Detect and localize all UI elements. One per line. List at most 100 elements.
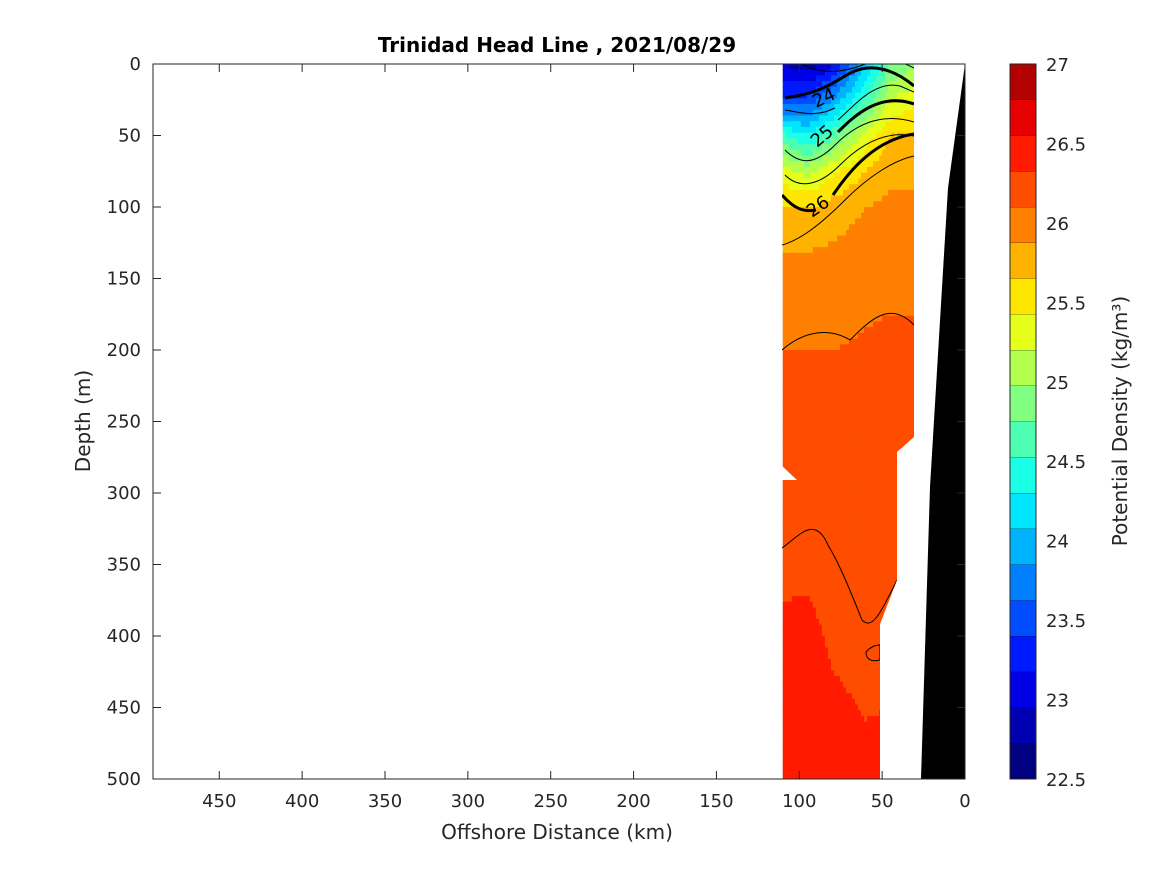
density-cell	[867, 304, 871, 311]
density-cell	[794, 521, 799, 528]
density-cell	[791, 75, 796, 82]
density-cell	[830, 207, 835, 214]
density-cell	[782, 636, 787, 643]
density-cell	[815, 75, 820, 82]
density-cell	[821, 104, 826, 111]
density-cell	[821, 681, 826, 689]
density-cell	[879, 538, 883, 546]
density-cell	[821, 761, 826, 769]
density-cell	[861, 178, 865, 185]
density-cell	[849, 372, 853, 380]
density-cell	[852, 538, 856, 546]
density-cell	[885, 298, 889, 305]
density-cell	[827, 298, 832, 305]
density-cell	[867, 767, 871, 774]
density-cell	[785, 561, 790, 568]
density-cell	[791, 493, 796, 500]
density-cell	[861, 350, 865, 357]
density-cell	[788, 687, 793, 694]
density-cell	[879, 555, 883, 563]
density-cell	[870, 161, 874, 168]
density-cell	[818, 452, 823, 460]
density-cell	[849, 555, 853, 563]
density-cell	[797, 252, 802, 260]
density-cell	[800, 361, 805, 368]
density-cell	[809, 172, 814, 179]
density-cell	[782, 584, 787, 591]
density-cell	[876, 275, 880, 282]
density-cell	[845, 212, 850, 220]
density-cell	[861, 647, 865, 654]
density-cell	[858, 756, 862, 763]
density-cell	[861, 372, 865, 380]
density-cell	[879, 601, 883, 608]
density-cell	[870, 155, 874, 162]
density-cell	[836, 149, 841, 157]
density-cell	[891, 241, 895, 248]
density-cell	[888, 287, 892, 294]
density-cell	[861, 630, 865, 637]
density-cell	[812, 350, 817, 357]
density-cell	[788, 138, 793, 145]
density-cell	[815, 401, 820, 408]
density-cell	[800, 69, 805, 77]
density-cell	[833, 98, 838, 105]
density-cell	[855, 292, 859, 300]
density-cell	[824, 75, 829, 82]
density-cell	[815, 756, 820, 763]
density-cell	[849, 344, 853, 351]
density-cell	[888, 247, 892, 254]
density-cell	[845, 555, 850, 563]
density-cell	[855, 332, 859, 340]
density-cell	[785, 555, 790, 563]
density-cell	[897, 304, 901, 311]
density-cell	[855, 704, 859, 711]
density-cell	[785, 533, 790, 540]
density-cell	[864, 595, 868, 603]
density-cell	[870, 578, 874, 586]
density-cell	[864, 430, 868, 437]
density-cell	[855, 721, 859, 729]
density-cell	[785, 601, 790, 608]
density-cell	[812, 710, 817, 717]
density-cell	[849, 430, 853, 437]
density-cell	[788, 229, 793, 237]
density-cell	[891, 447, 895, 454]
density-cell	[830, 172, 835, 179]
density-cell	[867, 367, 871, 374]
density-cell	[858, 229, 862, 237]
density-cell	[836, 498, 841, 506]
density-cell	[827, 475, 832, 483]
density-cell	[824, 258, 829, 265]
density-cell	[852, 309, 856, 317]
density-cell	[809, 704, 814, 711]
density-cell	[845, 327, 850, 334]
density-cell	[852, 264, 856, 271]
density-cell	[797, 721, 802, 729]
density-cell	[782, 144, 787, 151]
density-cell	[858, 218, 862, 225]
density-cell	[891, 224, 895, 231]
density-cell	[897, 269, 901, 277]
density-cell	[821, 607, 826, 614]
density-cell	[791, 309, 796, 317]
density-cell	[788, 647, 793, 654]
density-cell	[815, 493, 820, 500]
density-cell	[833, 126, 838, 134]
density-cell	[888, 372, 892, 380]
density-cell	[782, 447, 787, 454]
density-cell	[839, 195, 844, 202]
density-cell	[900, 252, 904, 260]
density-cell	[824, 132, 829, 139]
density-cell	[827, 452, 832, 460]
density-cell	[830, 412, 835, 420]
density-cell	[845, 430, 850, 437]
density-cell	[858, 144, 862, 151]
density-cell	[839, 207, 844, 214]
density-cell	[824, 315, 829, 322]
density-cell	[861, 338, 865, 345]
density-cell	[842, 555, 847, 563]
density-cell	[824, 418, 829, 425]
density-cell	[858, 390, 862, 397]
density-cell	[812, 367, 817, 374]
